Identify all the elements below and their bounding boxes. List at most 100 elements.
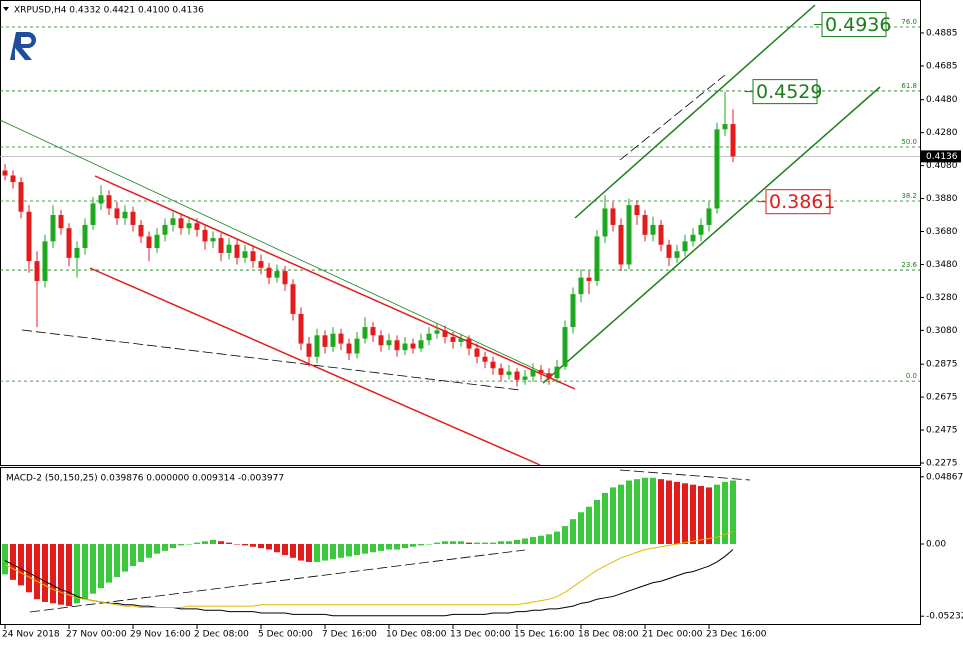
candle-body bbox=[154, 234, 160, 248]
histogram-bar bbox=[178, 543, 184, 546]
candle-body bbox=[498, 368, 504, 375]
histogram-bar bbox=[218, 541, 224, 544]
histogram-bar bbox=[538, 535, 544, 544]
histogram-bar bbox=[730, 480, 736, 544]
histogram-bar bbox=[50, 543, 56, 604]
histogram-bar bbox=[34, 543, 40, 600]
trendline bbox=[619, 74, 726, 161]
fib-label: 38.2 bbox=[901, 192, 917, 200]
histogram-bar bbox=[306, 543, 312, 562]
histogram-bar bbox=[458, 541, 464, 544]
candle-body bbox=[586, 277, 592, 281]
price-mark-box bbox=[765, 189, 831, 215]
candle-body bbox=[450, 336, 456, 342]
candle-body bbox=[578, 277, 584, 295]
candle-body bbox=[290, 284, 296, 314]
candle-body bbox=[386, 340, 392, 346]
candle-body bbox=[690, 234, 696, 242]
histogram-bar bbox=[578, 512, 584, 544]
candle-body bbox=[186, 223, 192, 229]
candle-body bbox=[178, 218, 184, 229]
histogram-bar bbox=[354, 543, 360, 556]
y-tick-label: 0.4885 bbox=[926, 28, 958, 38]
y-tick-label: 0.3880 bbox=[926, 194, 958, 204]
histogram-bar bbox=[210, 539, 216, 544]
x-tick-label: 10 Dec 08:00 bbox=[386, 630, 447, 640]
histogram-bar bbox=[10, 543, 16, 580]
x-tick-label: 27 Nov 00:00 bbox=[66, 630, 127, 640]
histogram-bar bbox=[546, 534, 552, 544]
histogram-bar bbox=[138, 543, 144, 562]
candle-body bbox=[274, 271, 280, 278]
y-tick-label: -0.052324 bbox=[926, 612, 963, 622]
candle-body bbox=[626, 205, 632, 265]
candle-body bbox=[50, 215, 56, 242]
candle-body bbox=[682, 241, 688, 252]
x-tick-label: 2 Dec 08:00 bbox=[194, 630, 249, 640]
macd-line bbox=[4, 549, 734, 617]
histogram-bar bbox=[74, 543, 80, 604]
histogram-bar bbox=[378, 543, 384, 551]
candle-body bbox=[226, 244, 232, 253]
y-tick-label: 0.3480 bbox=[926, 260, 958, 270]
histogram-bar bbox=[474, 542, 480, 544]
candle-body bbox=[530, 369, 536, 377]
candle-body bbox=[194, 223, 200, 230]
histogram-bar bbox=[330, 543, 336, 560]
candle-body bbox=[306, 343, 312, 357]
histogram-bar bbox=[562, 526, 568, 544]
histogram-bar bbox=[706, 487, 712, 544]
candle-body bbox=[82, 224, 88, 248]
candle-body bbox=[250, 251, 256, 262]
histogram-bar bbox=[202, 541, 208, 544]
histogram-bar bbox=[514, 539, 520, 544]
y-tick-label: 0.3080 bbox=[926, 326, 958, 336]
candle-body bbox=[506, 371, 512, 375]
y-tick-label: 0.2875 bbox=[926, 360, 958, 370]
histogram-bar bbox=[602, 492, 608, 544]
candle-body bbox=[162, 224, 168, 235]
candle-body bbox=[210, 238, 216, 242]
y-tick-label: 0.4685 bbox=[926, 61, 958, 71]
candle-body bbox=[170, 218, 176, 225]
price-mark-box bbox=[752, 79, 818, 105]
candle-body bbox=[346, 343, 352, 354]
candle-body bbox=[106, 195, 112, 209]
candle-body bbox=[2, 170, 8, 176]
histogram-bar bbox=[674, 481, 680, 544]
candle-body bbox=[18, 182, 24, 212]
candle-body bbox=[594, 236, 600, 281]
candle-body bbox=[442, 330, 448, 337]
candle-body bbox=[314, 335, 320, 357]
candle-body bbox=[714, 129, 720, 209]
histogram-bar bbox=[490, 542, 496, 544]
histogram-bar bbox=[234, 543, 240, 545]
histogram-bar bbox=[170, 543, 176, 549]
histogram-bar bbox=[530, 537, 536, 544]
histogram-bar bbox=[106, 543, 112, 583]
candle-body bbox=[202, 229, 208, 242]
y-tick-label: 0.2275 bbox=[926, 459, 958, 469]
y-tick-label: 0.2475 bbox=[926, 426, 958, 436]
histogram-bar bbox=[466, 542, 472, 544]
candle-body bbox=[354, 338, 360, 354]
candle-body bbox=[490, 361, 496, 369]
histogram-bar bbox=[434, 542, 440, 544]
histogram-bar bbox=[586, 506, 592, 544]
trendline bbox=[29, 549, 526, 613]
histogram-bar bbox=[194, 542, 200, 544]
candle-body bbox=[242, 251, 248, 258]
y-tick-label: 0.4080 bbox=[926, 161, 958, 171]
candle-body bbox=[330, 333, 336, 347]
histogram-bar bbox=[82, 543, 88, 600]
candle-body bbox=[298, 313, 304, 344]
x-tick-label: 5 Dec 00:00 bbox=[258, 630, 313, 640]
histogram-bar bbox=[410, 543, 416, 547]
histogram-bar bbox=[162, 543, 168, 551]
channel-line bbox=[542, 86, 881, 384]
candle-body bbox=[722, 124, 728, 130]
x-tick-label: 15 Dec 16:00 bbox=[514, 630, 575, 640]
x-tick-label: 13 Dec 00:00 bbox=[450, 630, 511, 640]
y-tick-label: 0.048671 bbox=[926, 472, 963, 482]
candle-body bbox=[410, 343, 416, 349]
